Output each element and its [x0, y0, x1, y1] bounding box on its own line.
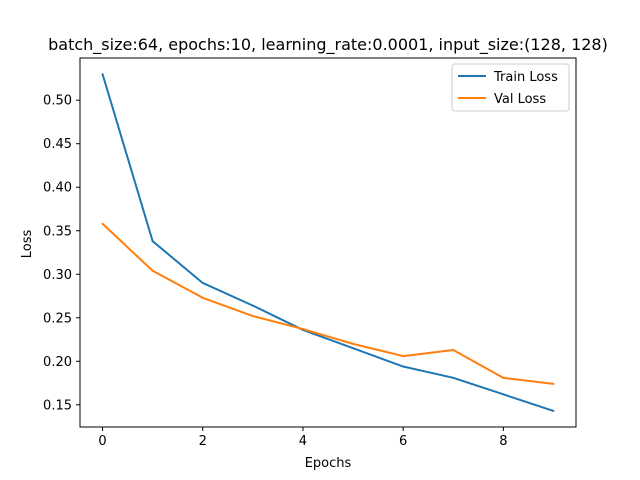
data-point-val-loss-0 — [101, 222, 104, 225]
x-tick-label: 0 — [98, 434, 106, 449]
data-point-train-loss-8 — [502, 393, 505, 396]
data-point-val-loss-9 — [552, 382, 555, 385]
data-point-val-loss-1 — [151, 269, 154, 272]
x-tick-label: 6 — [399, 434, 407, 449]
plot-area — [79, 57, 577, 428]
x-tick-label: 2 — [199, 434, 207, 449]
axes-frame — [79, 57, 577, 428]
y-tick-label: 0.35 — [43, 224, 72, 239]
x-axis-ticks: 0 2 4 6 8 — [98, 427, 507, 449]
y-axis-label: Loss — [20, 230, 35, 259]
data-point-train-loss-7 — [452, 376, 455, 379]
legend: Train Loss Val Loss — [451, 63, 570, 112]
data-point-val-loss-3 — [251, 315, 254, 318]
y-tick-label: 0.40 — [43, 181, 72, 196]
y-tick-label: 0.45 — [43, 137, 72, 152]
legend-label-train-loss: Train Loss — [493, 70, 558, 85]
x-tick-label: 4 — [299, 434, 307, 449]
data-point-val-loss-5 — [352, 342, 355, 345]
x-tick-label: 8 — [499, 434, 507, 449]
data-point-train-loss-6 — [402, 365, 405, 368]
data-point-val-loss-8 — [502, 376, 505, 379]
data-point-val-loss-2 — [201, 296, 204, 299]
series-line-val-loss — [101, 223, 554, 385]
y-tick-label: 0.25 — [43, 311, 72, 326]
data-point-train-loss-9 — [552, 409, 555, 412]
data-point-train-loss-2 — [201, 281, 204, 284]
legend-label-val-loss: Val Loss — [494, 92, 546, 107]
x-axis-label: Epochs — [305, 456, 352, 471]
series-line-train-loss — [101, 73, 554, 412]
series-layer — [101, 73, 555, 412]
data-point-train-loss-3 — [251, 304, 254, 307]
y-tick-label: 0.15 — [43, 398, 72, 413]
data-point-train-loss-1 — [151, 240, 154, 243]
y-axis-ticks: 0.15 0.20 0.25 0.30 0.35 0.40 0.45 0.50 — [43, 94, 80, 413]
y-tick-label: 0.20 — [43, 355, 72, 370]
data-point-train-loss-5 — [352, 347, 355, 350]
chart-title: batch_size:64, epochs:10, learning_rate:… — [48, 35, 608, 55]
data-point-val-loss-7 — [452, 348, 455, 351]
data-point-val-loss-4 — [301, 328, 304, 331]
y-tick-label: 0.50 — [43, 94, 72, 109]
data-point-train-loss-0 — [101, 73, 104, 76]
data-point-val-loss-6 — [402, 355, 405, 358]
y-tick-label: 0.30 — [43, 268, 72, 283]
